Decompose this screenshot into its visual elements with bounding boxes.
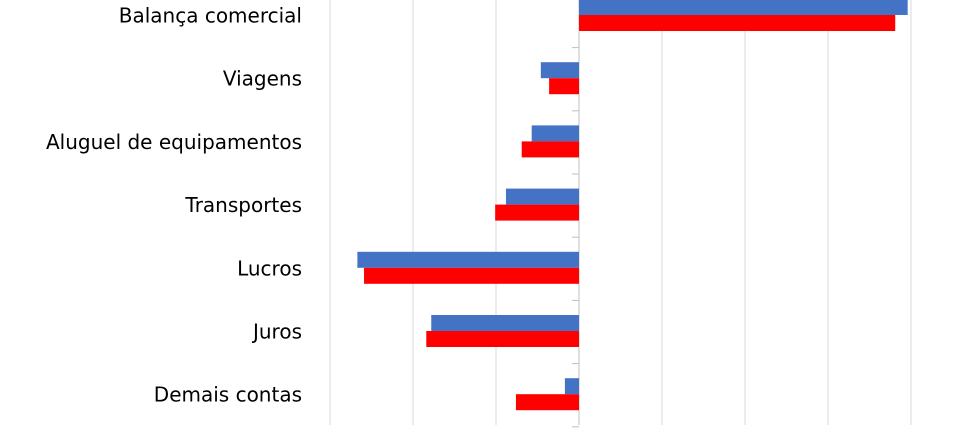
bar <box>531 125 579 142</box>
bar <box>495 204 579 221</box>
y-tick-label: Lucros <box>237 256 302 280</box>
y-tick-label: Juros <box>251 320 302 344</box>
bar <box>515 394 579 411</box>
bar <box>357 251 579 268</box>
bar <box>364 267 579 284</box>
y-tick-label: Demais contas <box>154 383 302 407</box>
y-tick-label: Transportes <box>184 193 302 217</box>
bar <box>579 15 896 31</box>
bar <box>549 78 579 95</box>
bar <box>579 0 908 15</box>
y-tick-label: Balança comercial <box>119 4 302 28</box>
y-tick-label: Viagens <box>223 67 302 91</box>
bar <box>426 331 579 347</box>
bar <box>540 62 579 79</box>
y-tick-label: Aluguel de equipamentos <box>46 130 302 154</box>
bar <box>505 188 579 205</box>
bar <box>521 141 579 158</box>
bar <box>431 315 579 331</box>
bar <box>564 378 579 395</box>
